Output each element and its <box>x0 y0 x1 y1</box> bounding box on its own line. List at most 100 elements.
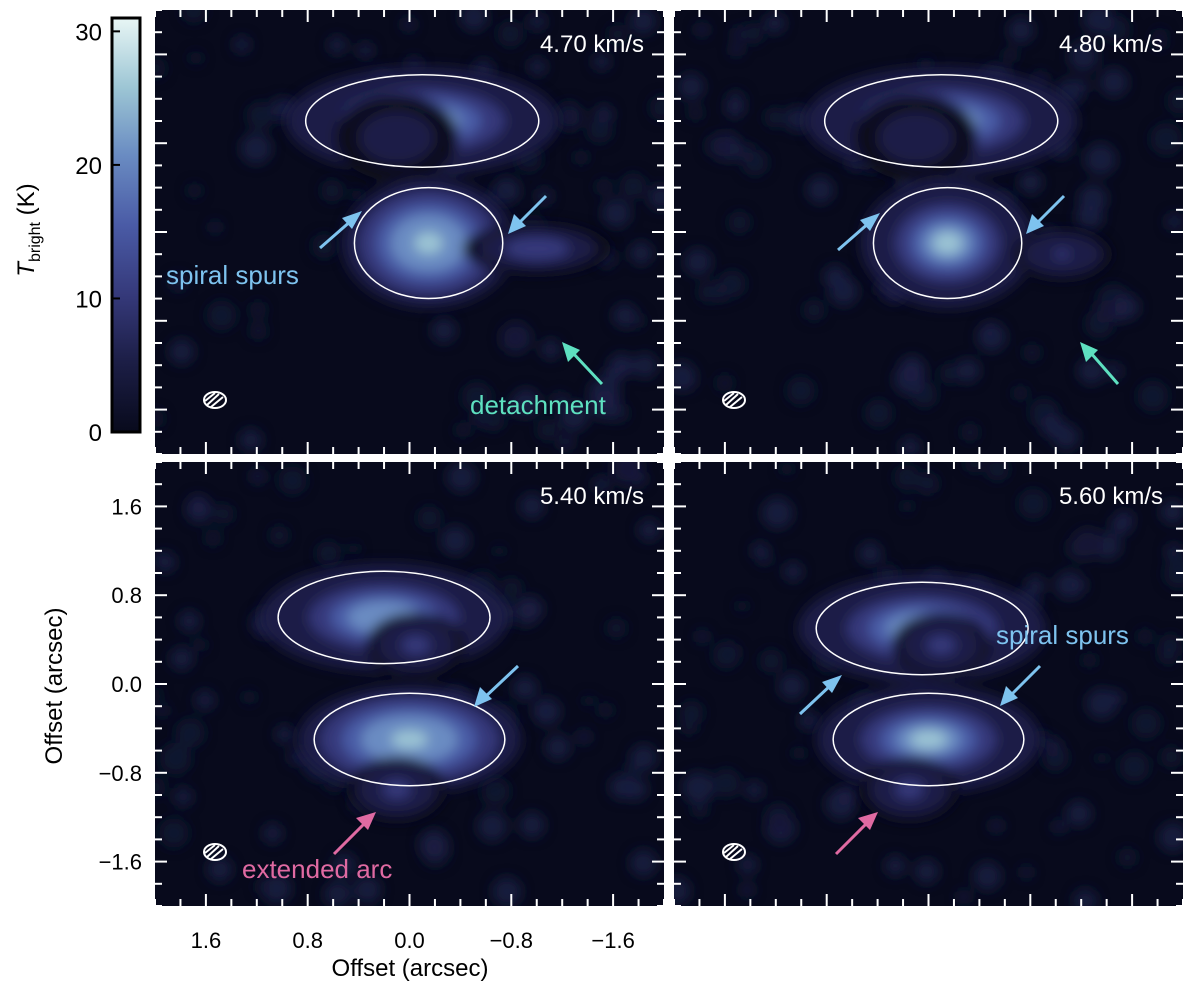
noise-speck <box>764 12 786 34</box>
noise-speck <box>629 849 658 877</box>
noise-speck <box>828 276 859 307</box>
velocity-label-4-80: 4.80 km/s <box>1059 31 1163 58</box>
noise-speck <box>1160 499 1183 525</box>
noise-speck <box>884 855 906 877</box>
colorbar-label-main: T <box>13 260 40 277</box>
noise-speck <box>173 787 193 807</box>
noise-speck <box>726 644 740 658</box>
noise-speck <box>492 876 522 906</box>
noise-speck <box>761 497 794 529</box>
noise-speck <box>783 561 804 582</box>
noise-speck <box>731 27 744 40</box>
noise-speck <box>213 503 234 525</box>
noise-speck <box>519 493 545 519</box>
noise-speck <box>620 173 647 200</box>
arrow-spur-p4-right <box>1000 664 1042 706</box>
arrow-spur-p1-left <box>319 211 362 250</box>
noise-speck <box>692 801 708 818</box>
panel-background <box>155 462 664 906</box>
x-tick-label: 1.6 <box>191 928 222 953</box>
emission-level-1 <box>386 130 407 145</box>
contour-0 <box>823 74 1059 168</box>
noise-speck <box>189 51 203 65</box>
contour-0 <box>304 74 540 168</box>
noise-speck <box>682 771 715 804</box>
noise-speck <box>864 399 893 428</box>
noise-speck <box>1160 746 1182 768</box>
noise-speck <box>155 58 166 79</box>
noise-speck <box>1114 294 1140 321</box>
noise-speck <box>1136 628 1153 645</box>
velocity-label-5-40: 5.40 km/s <box>540 483 644 510</box>
noise-speck <box>209 221 222 234</box>
noise-speck <box>1151 34 1168 51</box>
noise-speck <box>740 883 755 898</box>
panel-5-40 <box>155 462 664 906</box>
noise-speck <box>725 98 745 119</box>
noise-speck <box>1018 170 1043 195</box>
noise-speck <box>242 690 257 705</box>
noise-speck <box>1165 543 1183 561</box>
contour-2 <box>832 692 1025 787</box>
noise-speck <box>401 17 416 32</box>
noise-speck <box>981 322 997 339</box>
noise-speck <box>735 599 749 613</box>
contour-0 <box>815 581 1029 676</box>
noise-speck <box>649 95 664 121</box>
noise-speck <box>347 542 360 555</box>
noise-speck <box>155 409 164 428</box>
noise-speck <box>1065 800 1092 827</box>
noise-speck <box>206 300 237 331</box>
y-tick-label: −1.6 <box>99 850 142 875</box>
noise-layer <box>674 462 1183 906</box>
emission-level-1 <box>933 639 950 651</box>
noise-speck <box>785 105 812 133</box>
noise-speck <box>695 22 709 37</box>
x-tick-label: 0.0 <box>394 928 425 953</box>
noise-speck <box>353 875 382 904</box>
arrow-spur-p2-right <box>1026 194 1066 234</box>
noise-speck <box>1075 203 1104 232</box>
noise-speck <box>648 184 664 211</box>
noise-speck <box>239 428 263 452</box>
noise-speck <box>262 823 283 844</box>
noise-speck <box>582 694 595 707</box>
axes: 1.6 0.8 0.0 −0.8 −1.6 1.6 0.8 0.0 −0.8 −1.6 <box>99 9 1184 953</box>
noise-speck <box>759 649 784 673</box>
noise-speck <box>206 856 233 883</box>
noise-speck <box>553 101 584 132</box>
noise-speck <box>193 638 208 652</box>
noise-speck <box>1108 690 1124 706</box>
colorbar: 0 10 20 30 Tbright (K) <box>13 16 142 447</box>
noise-speck <box>592 52 611 71</box>
noise-speck <box>695 629 709 644</box>
noise-speck <box>1118 848 1137 867</box>
noise-speck <box>482 409 505 432</box>
panel-ticks-2 <box>154 461 665 907</box>
y-tick-label: 0.8 <box>111 583 142 608</box>
noise-speck <box>321 179 344 202</box>
noise-speck <box>440 525 471 556</box>
noise-speck <box>1158 822 1183 852</box>
noise-speck <box>275 724 295 744</box>
noise-speck <box>677 73 705 101</box>
arrow-spur-p4-left <box>798 675 842 716</box>
emission-level-2 <box>933 232 962 254</box>
noise-speck <box>269 525 289 546</box>
noise-speck <box>1033 71 1048 86</box>
noise-speck <box>194 690 216 711</box>
noise-speck <box>803 299 825 321</box>
noise-speck <box>512 675 538 701</box>
noise-speck <box>606 618 627 638</box>
noise-speck <box>603 365 622 385</box>
noise-speck <box>598 702 614 718</box>
contour-2 <box>313 692 506 787</box>
contour-layer <box>815 581 1029 787</box>
noise-speck <box>175 718 205 748</box>
arrow-arc-p3 <box>332 812 376 856</box>
noise-speck <box>155 777 166 798</box>
noise-speck <box>461 382 493 413</box>
emission-level-2 <box>910 730 947 749</box>
noise-speck <box>601 198 632 228</box>
panel-ticks-1 <box>673 9 1184 455</box>
